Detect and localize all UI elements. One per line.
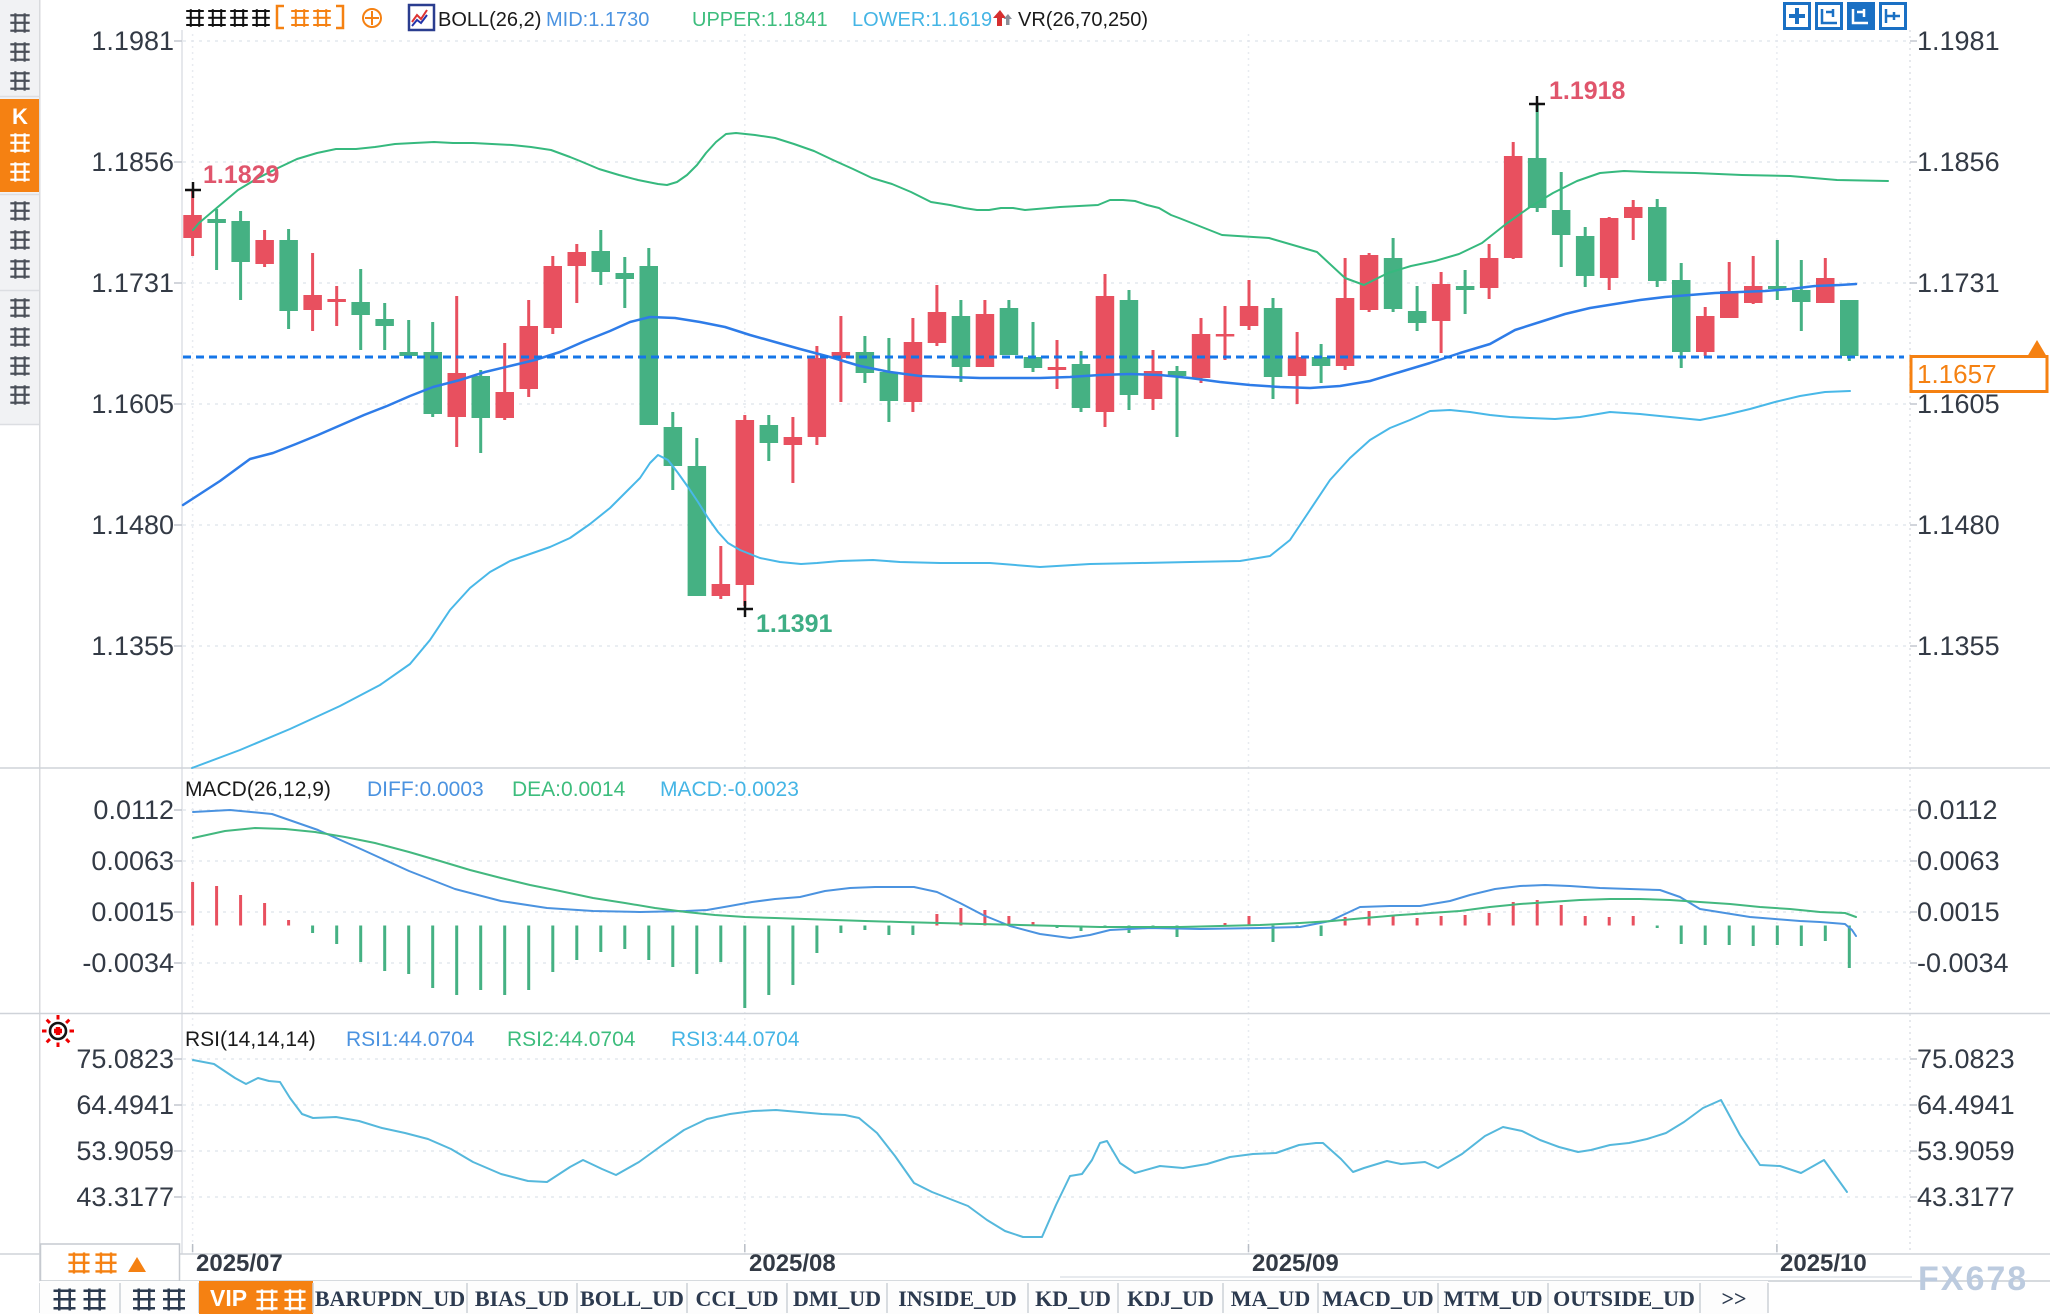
svg-text:-0.0034: -0.0034 <box>1917 948 2009 978</box>
svg-text:MTM_UD: MTM_UD <box>1444 1286 1543 1311</box>
svg-text:64.4941: 64.4941 <box>1917 1090 2015 1120</box>
svg-text:UPPER:1.1841: UPPER:1.1841 <box>692 9 828 31</box>
svg-text:VR(26,70,250): VR(26,70,250) <box>1018 9 1148 31</box>
svg-text:0.0063: 0.0063 <box>91 846 174 876</box>
svg-text:75.0823: 75.0823 <box>76 1044 174 1074</box>
svg-text:64.4941: 64.4941 <box>76 1090 174 1120</box>
svg-text:2025/08: 2025/08 <box>749 1250 836 1277</box>
svg-text:53.9059: 53.9059 <box>1917 1136 2015 1166</box>
svg-text:>>: >> <box>1721 1286 1746 1311</box>
svg-text:MA_UD: MA_UD <box>1231 1286 1310 1311</box>
svg-text:INSIDE_UD: INSIDE_UD <box>898 1286 1017 1311</box>
svg-text:2025/09: 2025/09 <box>1252 1250 1339 1277</box>
svg-text:LOWER:1.1619: LOWER:1.1619 <box>852 9 992 31</box>
svg-text:KDJ_UD: KDJ_UD <box>1127 1286 1214 1311</box>
svg-text:BOLL(26,2): BOLL(26,2) <box>438 9 541 31</box>
svg-text:RSI(14,14,14): RSI(14,14,14) <box>185 1028 316 1051</box>
svg-text:BOLL_UD: BOLL_UD <box>580 1286 684 1311</box>
svg-text:0.0112: 0.0112 <box>1917 795 1998 825</box>
svg-text:1.1856: 1.1856 <box>1917 147 2000 177</box>
svg-text:1.1981: 1.1981 <box>91 26 174 56</box>
svg-text:BIAS_UD: BIAS_UD <box>475 1286 569 1311</box>
svg-text:43.3177: 43.3177 <box>76 1182 174 1212</box>
svg-text:1.1657: 1.1657 <box>1917 359 1997 389</box>
svg-text:1.1605: 1.1605 <box>1917 389 2000 419</box>
svg-text:MACD(26,12,9): MACD(26,12,9) <box>185 778 331 801</box>
svg-text:1.1480: 1.1480 <box>91 510 174 540</box>
svg-text:0.0063: 0.0063 <box>1917 846 2000 876</box>
svg-text:CCI_UD: CCI_UD <box>695 1286 778 1311</box>
svg-text:FX678: FX678 <box>1918 1260 2028 1298</box>
svg-text:0.0015: 0.0015 <box>91 897 174 927</box>
svg-text:RSI3:44.0704: RSI3:44.0704 <box>671 1028 800 1051</box>
svg-text:KD_UD: KD_UD <box>1035 1286 1111 1311</box>
svg-text:DEA:0.0014: DEA:0.0014 <box>512 778 626 801</box>
svg-text:2025/07: 2025/07 <box>196 1250 283 1277</box>
svg-text:BARUPDN_UD: BARUPDN_UD <box>315 1286 465 1311</box>
svg-text:0.0015: 0.0015 <box>1917 897 2000 927</box>
svg-text:MID:1.1730: MID:1.1730 <box>546 9 649 31</box>
svg-text:MACD_UD: MACD_UD <box>1322 1286 1433 1311</box>
svg-text:OUTSIDE_UD: OUTSIDE_UD <box>1553 1286 1695 1311</box>
svg-text:75.0823: 75.0823 <box>1917 1044 2015 1074</box>
svg-text:VIP: VIP <box>210 1285 247 1311</box>
svg-text:RSI2:44.0704: RSI2:44.0704 <box>507 1028 636 1051</box>
svg-text:-0.0034: -0.0034 <box>82 948 174 978</box>
svg-text:MACD:-0.0023: MACD:-0.0023 <box>660 778 799 801</box>
svg-text:43.3177: 43.3177 <box>1917 1182 2015 1212</box>
svg-text:1.1731: 1.1731 <box>91 268 174 298</box>
svg-text:0.0112: 0.0112 <box>93 795 174 825</box>
svg-text:1.1918: 1.1918 <box>1549 77 1626 105</box>
svg-text:53.9059: 53.9059 <box>76 1136 174 1166</box>
svg-text:1.1355: 1.1355 <box>91 631 174 661</box>
svg-text:1.1391: 1.1391 <box>756 610 833 638</box>
svg-text:1.1480: 1.1480 <box>1917 510 2000 540</box>
svg-text:DMI_UD: DMI_UD <box>793 1286 881 1311</box>
svg-text:1.1856: 1.1856 <box>91 147 174 177</box>
svg-text:1.1731: 1.1731 <box>1917 268 2000 298</box>
svg-text:1.1981: 1.1981 <box>1917 26 2000 56</box>
svg-text:1.1605: 1.1605 <box>91 389 174 419</box>
svg-text:1.1355: 1.1355 <box>1917 631 2000 661</box>
svg-text:DIFF:0.0003: DIFF:0.0003 <box>367 778 484 801</box>
svg-text:1.1829: 1.1829 <box>203 161 279 189</box>
svg-text:2025/10: 2025/10 <box>1780 1250 1867 1277</box>
svg-text:RSI1:44.0704: RSI1:44.0704 <box>346 1028 475 1051</box>
svg-text:K: K <box>12 104 28 129</box>
